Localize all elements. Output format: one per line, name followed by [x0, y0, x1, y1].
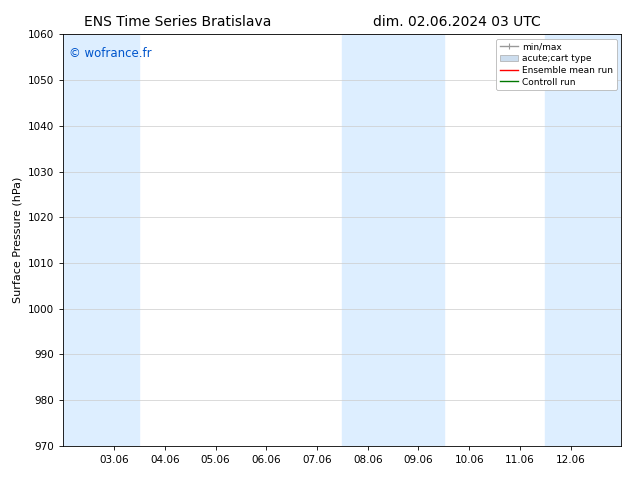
Text: dim. 02.06.2024 03 UTC: dim. 02.06.2024 03 UTC	[373, 15, 540, 29]
Text: ENS Time Series Bratislava: ENS Time Series Bratislava	[84, 15, 271, 29]
Bar	[342, 34, 444, 446]
Bar	[545, 34, 621, 446]
Bar	[63, 34, 139, 446]
Text: © wofrance.fr: © wofrance.fr	[69, 47, 152, 60]
Legend: min/max, acute;cart type, Ensemble mean run, Controll run: min/max, acute;cart type, Ensemble mean …	[496, 39, 617, 90]
Y-axis label: Surface Pressure (hPa): Surface Pressure (hPa)	[13, 177, 23, 303]
